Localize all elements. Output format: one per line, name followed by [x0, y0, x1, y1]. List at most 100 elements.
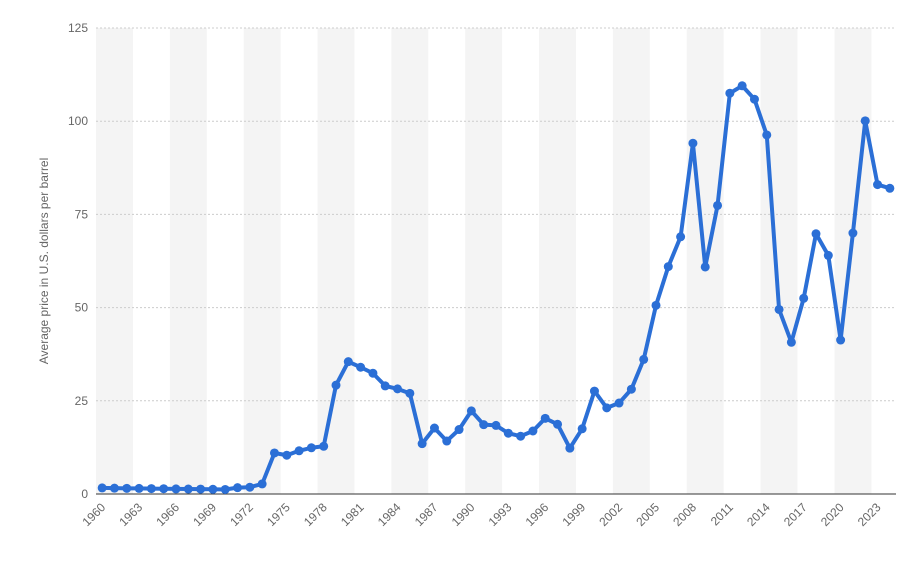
data-point: [799, 293, 809, 303]
data-point: [848, 228, 858, 238]
data-point: [626, 384, 636, 394]
x-tick-label: 2002: [596, 500, 625, 529]
data-point: [171, 484, 181, 494]
y-axis-title: Average price in U.S. dollars per barrel: [37, 158, 51, 365]
data-point: [257, 479, 267, 489]
data-point: [319, 441, 329, 451]
data-point: [245, 482, 255, 492]
data-point: [393, 384, 403, 394]
data-point: [368, 368, 378, 378]
x-tick-label: 1969: [190, 500, 219, 529]
x-tick-label: 1996: [523, 500, 552, 529]
data-point: [417, 439, 427, 449]
data-point: [159, 484, 169, 494]
data-point: [220, 484, 230, 494]
x-tick-label: 1993: [486, 500, 515, 529]
data-point: [331, 380, 341, 390]
x-tick-label: 1981: [338, 500, 367, 529]
x-tick-label: 1972: [227, 500, 256, 529]
x-tick-label: 1975: [264, 500, 293, 529]
data-point: [491, 420, 501, 430]
x-tick-labels: 1960 1963 1966 1969 1972 1975 1978 1981 1984 1987…: [79, 500, 883, 529]
data-point: [109, 483, 119, 493]
data-point: [306, 443, 316, 453]
x-tick-label: 1963: [116, 500, 145, 529]
x-tick-label: 2011: [708, 500, 736, 528]
y-tick-label: 25: [75, 394, 89, 408]
data-point: [233, 483, 243, 493]
y-tick-labels: 0 25 50 75 100 125: [68, 21, 88, 501]
data-point: [528, 426, 538, 436]
background-band: [465, 28, 503, 494]
data-point: [516, 431, 526, 441]
x-tick-label: 2023: [855, 500, 884, 529]
data-point: [405, 388, 415, 398]
data-point: [577, 424, 587, 434]
data-point: [676, 232, 686, 242]
data-point: [97, 483, 107, 493]
data-point: [294, 446, 304, 456]
data-point: [614, 398, 624, 408]
data-point: [836, 335, 846, 345]
data-point: [589, 386, 599, 396]
x-tick-label: 1984: [375, 500, 404, 529]
x-tick-label: 1987: [412, 500, 441, 529]
data-point: [860, 116, 870, 126]
data-point: [725, 88, 735, 98]
background-band: [317, 28, 355, 494]
background-band: [243, 28, 281, 494]
x-tick-label: 2005: [633, 500, 662, 529]
data-point: [553, 419, 563, 429]
background-band: [760, 28, 798, 494]
data-point: [823, 250, 833, 260]
data-point: [700, 262, 710, 272]
x-tick-label: 1978: [301, 500, 330, 529]
data-point: [442, 436, 452, 446]
data-point: [196, 484, 206, 494]
x-tick-label: 2014: [744, 500, 773, 529]
x-tick-label: 1999: [559, 500, 588, 529]
data-point: [873, 180, 883, 190]
background-band: [96, 28, 133, 494]
y-tick-label: 0: [81, 487, 88, 501]
data-point: [786, 337, 796, 347]
background-band: [834, 28, 872, 494]
series-price: [97, 81, 895, 494]
gridlines: [96, 27, 896, 495]
data-point: [651, 300, 661, 310]
data-point: [122, 483, 132, 493]
background-bands: [96, 28, 872, 494]
data-point: [356, 362, 366, 372]
data-point: [380, 381, 390, 391]
data-point: [503, 428, 513, 438]
data-point: [540, 413, 550, 423]
y-tick-label: 125: [68, 21, 88, 35]
data-point: [479, 420, 489, 430]
x-tick-label: 1990: [449, 500, 478, 529]
data-point: [454, 425, 464, 435]
data-point: [737, 81, 747, 91]
data-point: [134, 483, 144, 493]
y-tick-label: 75: [75, 207, 89, 221]
data-point: [639, 354, 649, 364]
data-point: [774, 304, 784, 314]
data-point: [146, 484, 156, 494]
x-tick-label: 1960: [79, 500, 108, 529]
data-point: [885, 183, 895, 193]
data-point: [762, 130, 772, 140]
x-tick-label: 2020: [818, 500, 847, 529]
data-point: [565, 443, 575, 453]
data-point: [343, 357, 353, 367]
data-point: [713, 200, 723, 210]
data-point: [663, 262, 673, 272]
x-tick-label: 2017: [781, 500, 810, 529]
data-point: [282, 450, 292, 460]
background-band: [391, 28, 429, 494]
y-tick-label: 100: [68, 114, 88, 128]
y-tick-label: 50: [75, 301, 89, 315]
data-point: [208, 484, 218, 494]
data-point: [183, 484, 193, 494]
data-point: [466, 406, 476, 416]
x-tick-label: 2008: [670, 500, 699, 529]
